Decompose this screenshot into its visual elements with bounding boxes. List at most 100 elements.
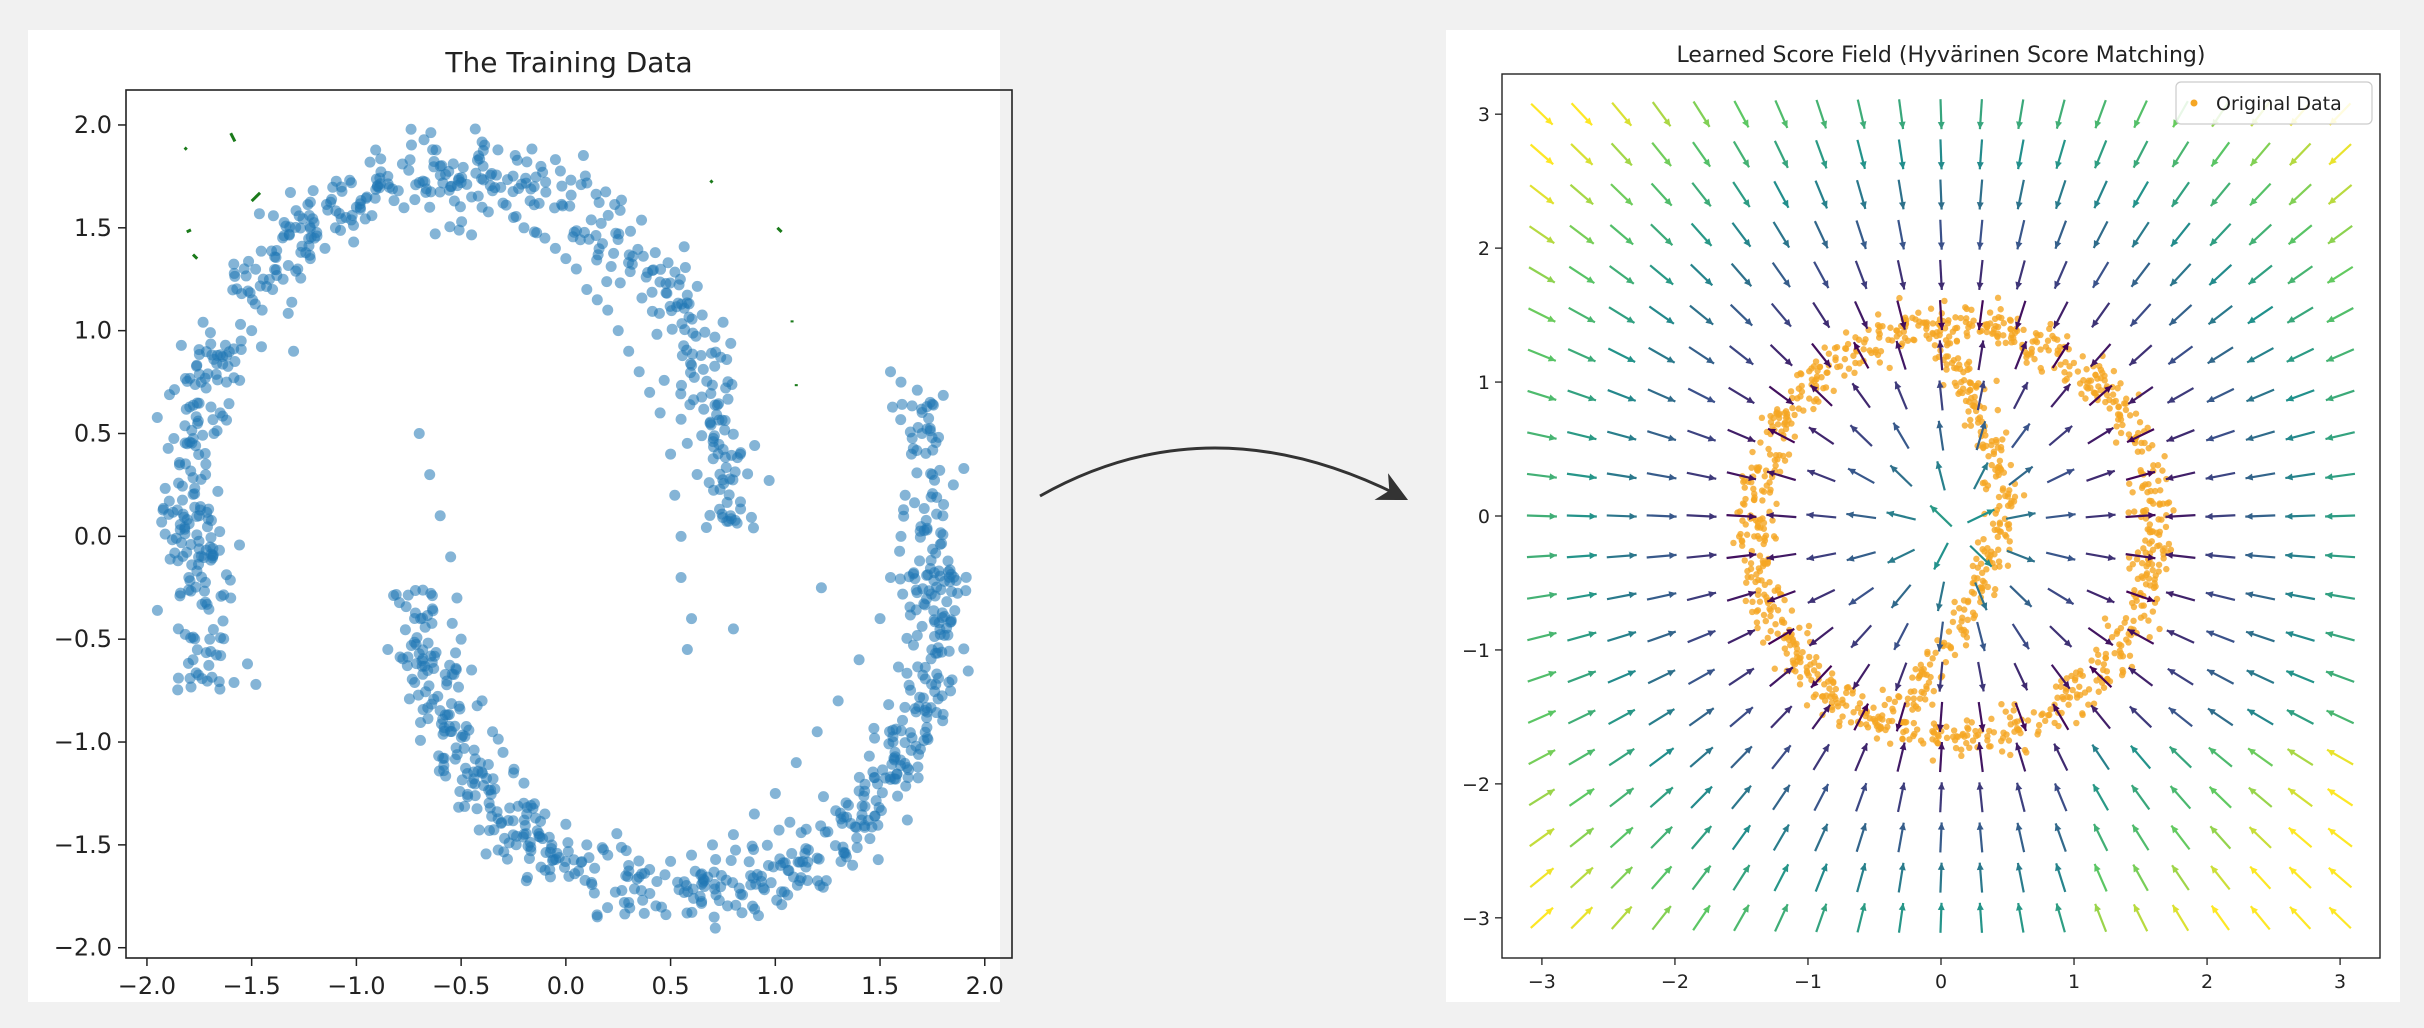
score-vector-head bbox=[2210, 198, 2219, 207]
data-point bbox=[811, 852, 823, 864]
data-point bbox=[560, 253, 572, 265]
score-vector-head bbox=[2089, 666, 2098, 674]
score-vector-head bbox=[1743, 825, 1751, 834]
data-point bbox=[1943, 361, 1950, 368]
data-point bbox=[1967, 394, 1975, 402]
score-vector-head bbox=[1886, 510, 1895, 518]
data-point bbox=[1958, 752, 1965, 760]
score-vector-head bbox=[2015, 782, 2023, 791]
data-point bbox=[2023, 354, 2030, 361]
data-point bbox=[361, 191, 373, 203]
score-vector-head bbox=[1860, 823, 1867, 832]
score-vector-head bbox=[2132, 824, 2140, 833]
score-vector-head bbox=[2328, 828, 2337, 836]
orange-data-points bbox=[1730, 294, 2177, 764]
data-point bbox=[709, 331, 721, 343]
data-point bbox=[935, 527, 947, 539]
data-point bbox=[2023, 359, 2030, 366]
data-point bbox=[469, 753, 481, 765]
score-vector-head bbox=[2250, 906, 2259, 914]
data-point bbox=[937, 715, 949, 727]
score-vector-head bbox=[2326, 710, 2335, 717]
data-point bbox=[664, 300, 676, 312]
data-point bbox=[2142, 515, 2150, 522]
score-vector-head bbox=[2063, 383, 2071, 392]
data-point bbox=[503, 837, 515, 849]
data-point bbox=[2156, 500, 2163, 507]
data-point bbox=[489, 783, 501, 795]
data-point bbox=[2035, 721, 2043, 729]
score-vector-head bbox=[2015, 862, 2023, 871]
data-point bbox=[918, 598, 930, 610]
data-point bbox=[1997, 528, 2005, 535]
score-vector-head bbox=[1894, 641, 1901, 650]
data-point bbox=[1753, 464, 1760, 471]
data-point bbox=[2159, 467, 2166, 474]
data-point bbox=[1832, 685, 1840, 693]
score-vector-head bbox=[2172, 865, 2179, 874]
data-point bbox=[1960, 626, 1968, 634]
data-point bbox=[901, 814, 913, 826]
score-vector-head bbox=[2134, 119, 2141, 128]
data-point bbox=[495, 817, 507, 829]
score-vector-head bbox=[1976, 202, 1984, 210]
data-point bbox=[872, 854, 884, 866]
score-vector-head bbox=[2165, 474, 2174, 481]
data-point bbox=[2134, 549, 2142, 556]
data-point bbox=[480, 848, 492, 860]
data-point bbox=[1983, 566, 1990, 573]
score-vector-head bbox=[2064, 425, 2073, 434]
data-point bbox=[1910, 719, 1918, 727]
data-point bbox=[914, 691, 926, 703]
score-vector-head bbox=[2249, 237, 2257, 245]
score-vector-head bbox=[1663, 118, 1671, 127]
data-point bbox=[1967, 379, 1974, 386]
legend-marker bbox=[2190, 99, 2198, 107]
data-point bbox=[1796, 674, 1804, 681]
data-point bbox=[747, 872, 759, 884]
score-vector-head bbox=[2020, 341, 2027, 350]
data-point bbox=[1915, 309, 1922, 316]
data-point bbox=[309, 232, 321, 244]
score-vector-head bbox=[1703, 198, 1711, 207]
data-point bbox=[1787, 641, 1794, 649]
data-point bbox=[2128, 599, 2136, 607]
score-vector-head bbox=[2091, 319, 2099, 328]
data-point bbox=[2083, 366, 2090, 373]
data-point bbox=[2042, 717, 2049, 725]
data-point bbox=[593, 197, 605, 209]
data-point bbox=[912, 661, 924, 673]
data-point bbox=[2054, 694, 2061, 701]
score-vector-head bbox=[2053, 703, 2060, 712]
chart-title: Learned Score Field (Hyvärinen Score Mat… bbox=[1677, 43, 2206, 68]
data-point bbox=[743, 856, 755, 868]
data-point bbox=[163, 508, 175, 520]
data-point bbox=[589, 862, 601, 874]
score-vector-head bbox=[2325, 473, 2333, 481]
data-point bbox=[196, 571, 208, 583]
data-point bbox=[850, 821, 862, 833]
data-point bbox=[1796, 681, 1804, 688]
score-vector-head bbox=[1708, 473, 1717, 481]
data-point bbox=[401, 660, 413, 672]
data-point bbox=[424, 201, 436, 213]
score-vector-head bbox=[1547, 710, 1556, 717]
data-point bbox=[837, 841, 849, 853]
data-point bbox=[2121, 400, 2128, 407]
data-point bbox=[869, 732, 881, 744]
data-point bbox=[654, 276, 666, 288]
score-vector-head bbox=[1663, 158, 1672, 167]
data-point bbox=[1991, 586, 1999, 593]
score-vector-head bbox=[2169, 317, 2178, 326]
data-point bbox=[699, 326, 711, 338]
score-vector-head bbox=[2325, 434, 2334, 441]
data-point bbox=[1836, 363, 1844, 370]
score-vector-head bbox=[1976, 121, 1984, 130]
data-point bbox=[267, 284, 279, 296]
score-vector-head bbox=[1821, 823, 1828, 832]
score-vector-head bbox=[1588, 394, 1596, 402]
score-vector-head bbox=[1935, 461, 1943, 470]
data-point bbox=[2001, 515, 2009, 523]
data-point bbox=[1997, 465, 2004, 472]
data-point bbox=[175, 537, 187, 549]
